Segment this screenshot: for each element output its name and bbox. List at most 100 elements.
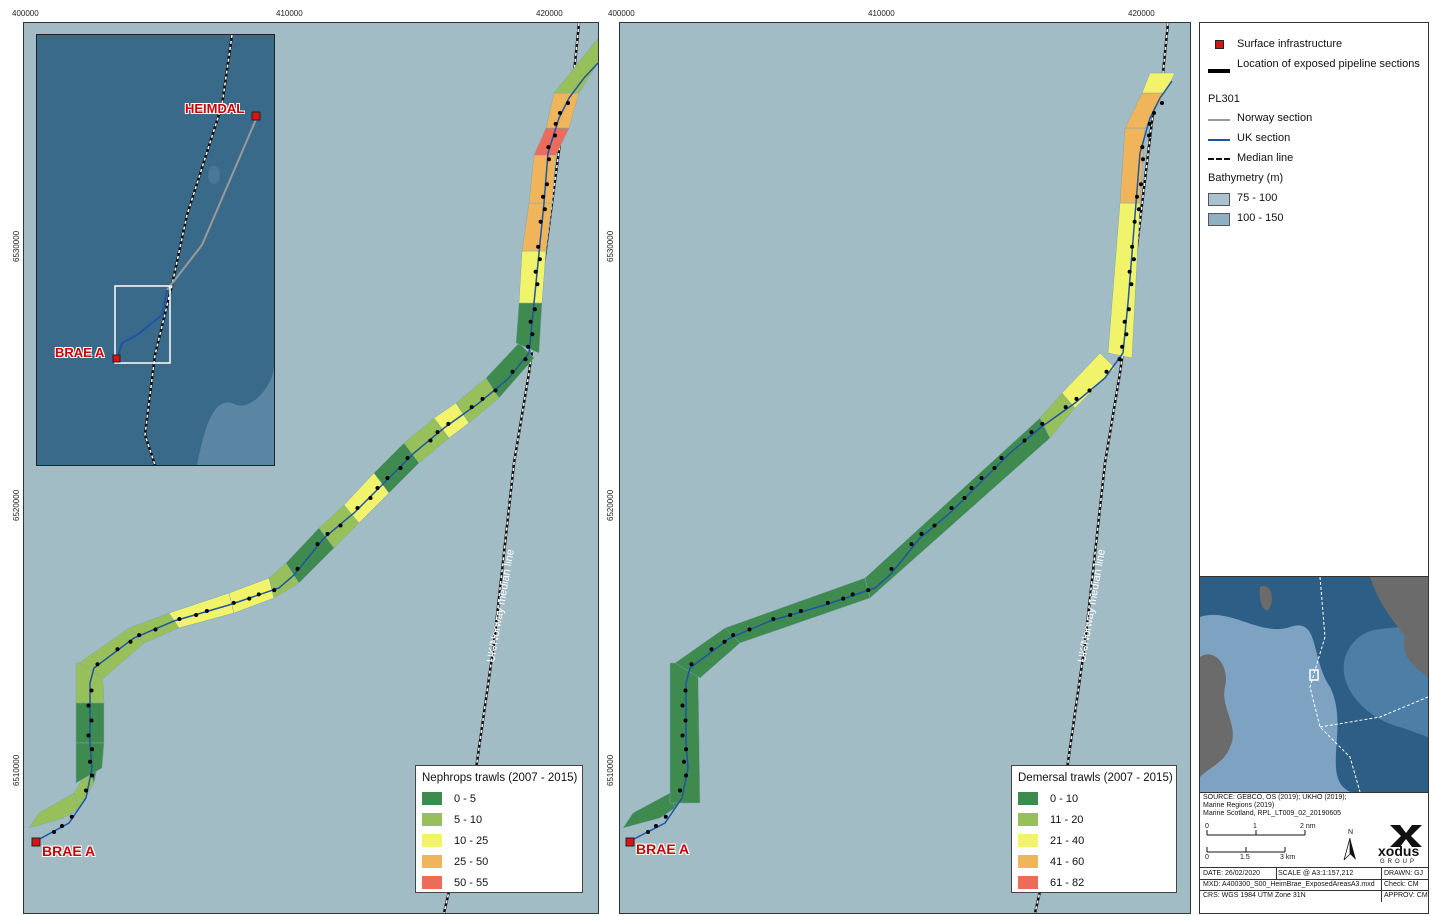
exposed-section-point <box>682 759 686 764</box>
legend-label: 50 - 55 <box>454 876 489 889</box>
y-tick: 6530000 <box>12 230 21 262</box>
inset-norway-line <box>166 116 258 291</box>
key-bathymetry: Bathymetry (m) <box>1208 172 1284 184</box>
exposed-section-point <box>684 747 688 752</box>
x-tick: 420000 <box>1128 9 1155 18</box>
key-panel: Surface infrastructure Location of expos… <box>1199 22 1429 914</box>
exposed-section-point <box>722 639 727 644</box>
key-exposed-sections: Location of exposed pipeline sections <box>1237 58 1420 70</box>
location-extent-box <box>1309 669 1319 681</box>
exposed-section-point <box>204 609 209 613</box>
exposed-section-point <box>385 476 390 480</box>
corridor-segment <box>1124 92 1166 129</box>
exposed-section-point <box>272 588 277 593</box>
legend-swatch <box>1018 813 1038 826</box>
exposed-section-point <box>538 219 543 224</box>
location-map[interactable] <box>1200 576 1428 793</box>
exposed-section-point <box>537 257 542 262</box>
brae-a-marker <box>625 837 635 847</box>
legend-item: 21 - 40 <box>1018 830 1176 851</box>
y-tick: 6520000 <box>606 489 615 521</box>
legend-swatch <box>1018 792 1038 805</box>
inset-svg <box>112 35 274 465</box>
exposed-section-point <box>1122 319 1127 324</box>
exposed-section-point <box>86 703 91 708</box>
exposed-section-point <box>992 466 997 470</box>
exposed-section-point <box>536 244 541 249</box>
exposed-section-point <box>1136 207 1141 212</box>
key-surface-infrastructure: Surface infrastructure <box>1237 38 1343 50</box>
exposed-section-point <box>69 814 74 819</box>
legend-label: 61 - 82 <box>1050 876 1085 889</box>
exposed-section-point <box>435 430 440 435</box>
exposed-section-point <box>680 733 685 738</box>
info-mxd: MXD: A400300_S00_HeimBrae_ExposedAreasA3… <box>1203 881 1375 888</box>
inset-uk-line <box>116 289 168 360</box>
info-date: DATE: 26/02/2020 <box>1203 870 1261 877</box>
exposed-section-point <box>89 688 94 693</box>
exposed-section-point <box>446 421 451 426</box>
exposed-section-point <box>1152 111 1156 115</box>
exposed-section-point <box>530 332 535 337</box>
left-map-svg: UK/Norway median line <box>28 23 598 913</box>
corridor-segment <box>518 250 547 304</box>
right-map[interactable]: UK/Norway median line BRAE A Demersal tr… <box>619 22 1191 914</box>
exposed-section-point <box>231 600 236 605</box>
x-tick: 420000 <box>536 9 563 18</box>
info-crs: CRS: WGS 1984 UTM Zone 31N <box>1203 892 1306 899</box>
right-map-svg: UK/Norway median line <box>622 23 1176 913</box>
exposed-section-point <box>1117 357 1122 362</box>
exposed-section-point <box>771 617 776 621</box>
exposed-section-point <box>1131 257 1136 262</box>
exposed-section-point <box>528 319 533 324</box>
exposed-section-point <box>969 486 974 490</box>
exposed-section-point <box>315 542 320 547</box>
legend-item: 5 - 10 <box>422 809 582 830</box>
exposed-section-point <box>1129 282 1134 287</box>
bathy-label-1: 75 - 100 <box>1237 192 1278 204</box>
x-tick: 410000 <box>276 9 303 18</box>
exposed-section-point <box>194 613 199 617</box>
info-table: DATE: 26/02/2020 SCALE @ A3:1:157,212 DR… <box>1200 867 1428 914</box>
exposed-section-point <box>999 456 1004 460</box>
exposed-section-point <box>654 824 658 828</box>
exposed-section-point <box>89 718 94 723</box>
key-norway-section: Norway section <box>1237 112 1313 124</box>
corridor-segment <box>1119 127 1146 204</box>
surface-infrastructure-icon <box>1215 40 1224 49</box>
exposed-section-point <box>1022 438 1027 443</box>
corridor-segment <box>228 577 275 614</box>
x-tick: 400000 <box>608 9 635 18</box>
exposed-section-point <box>535 282 540 287</box>
exposed-sections <box>646 101 1164 834</box>
corridor-segment <box>622 792 676 829</box>
median-line-icon <box>1208 158 1230 160</box>
exposed-section-point <box>541 194 545 199</box>
exposed-section-point <box>325 531 330 536</box>
scale-nm-2: 2 nm <box>1300 823 1316 830</box>
legend-title: Nephrops trawls (2007 - 2015) <box>422 772 578 784</box>
x-tick: 410000 <box>868 9 895 18</box>
demersal-legend: Demersal trawls (2007 - 2015) 0 - 10 11 -… <box>1011 765 1177 893</box>
exposed-section-point <box>338 523 343 528</box>
inset-shallow-spot <box>208 166 220 184</box>
legend-swatch <box>1018 855 1038 868</box>
exposed-section-point <box>90 773 94 778</box>
north-arrow-icon <box>1343 838 1356 860</box>
location-scotland-land <box>1200 654 1233 777</box>
inset-extent-box <box>114 285 171 364</box>
left-map[interactable]: UK/Norway median line BRAE A HEIMDAL BRA… <box>23 22 599 914</box>
legend-swatch <box>422 855 442 868</box>
exposed-section-point <box>683 718 688 723</box>
exposed-section-point <box>1029 430 1034 435</box>
scale-nm-0: 0 <box>1205 823 1209 830</box>
y-tick: 6530000 <box>606 230 615 262</box>
legend-title: Demersal trawls (2007 - 2015) <box>1018 772 1173 784</box>
nephrops-legend: Nephrops trawls (2007 - 2015) 0 - 5 5 - 1… <box>415 765 583 893</box>
legend-label: 10 - 25 <box>454 834 489 847</box>
xodus-logo-icon <box>1390 825 1422 847</box>
exposed-section-point <box>731 633 736 638</box>
inset-shallow-area <box>197 365 274 465</box>
inset-map[interactable]: HEIMDAL BRAE A <box>36 34 275 466</box>
exposed-section-point <box>95 662 100 667</box>
